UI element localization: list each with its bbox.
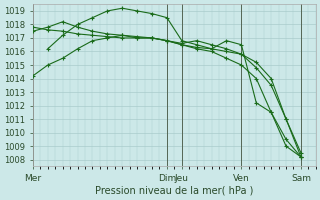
X-axis label: Pression niveau de la mer( hPa ): Pression niveau de la mer( hPa ) [95, 186, 253, 196]
